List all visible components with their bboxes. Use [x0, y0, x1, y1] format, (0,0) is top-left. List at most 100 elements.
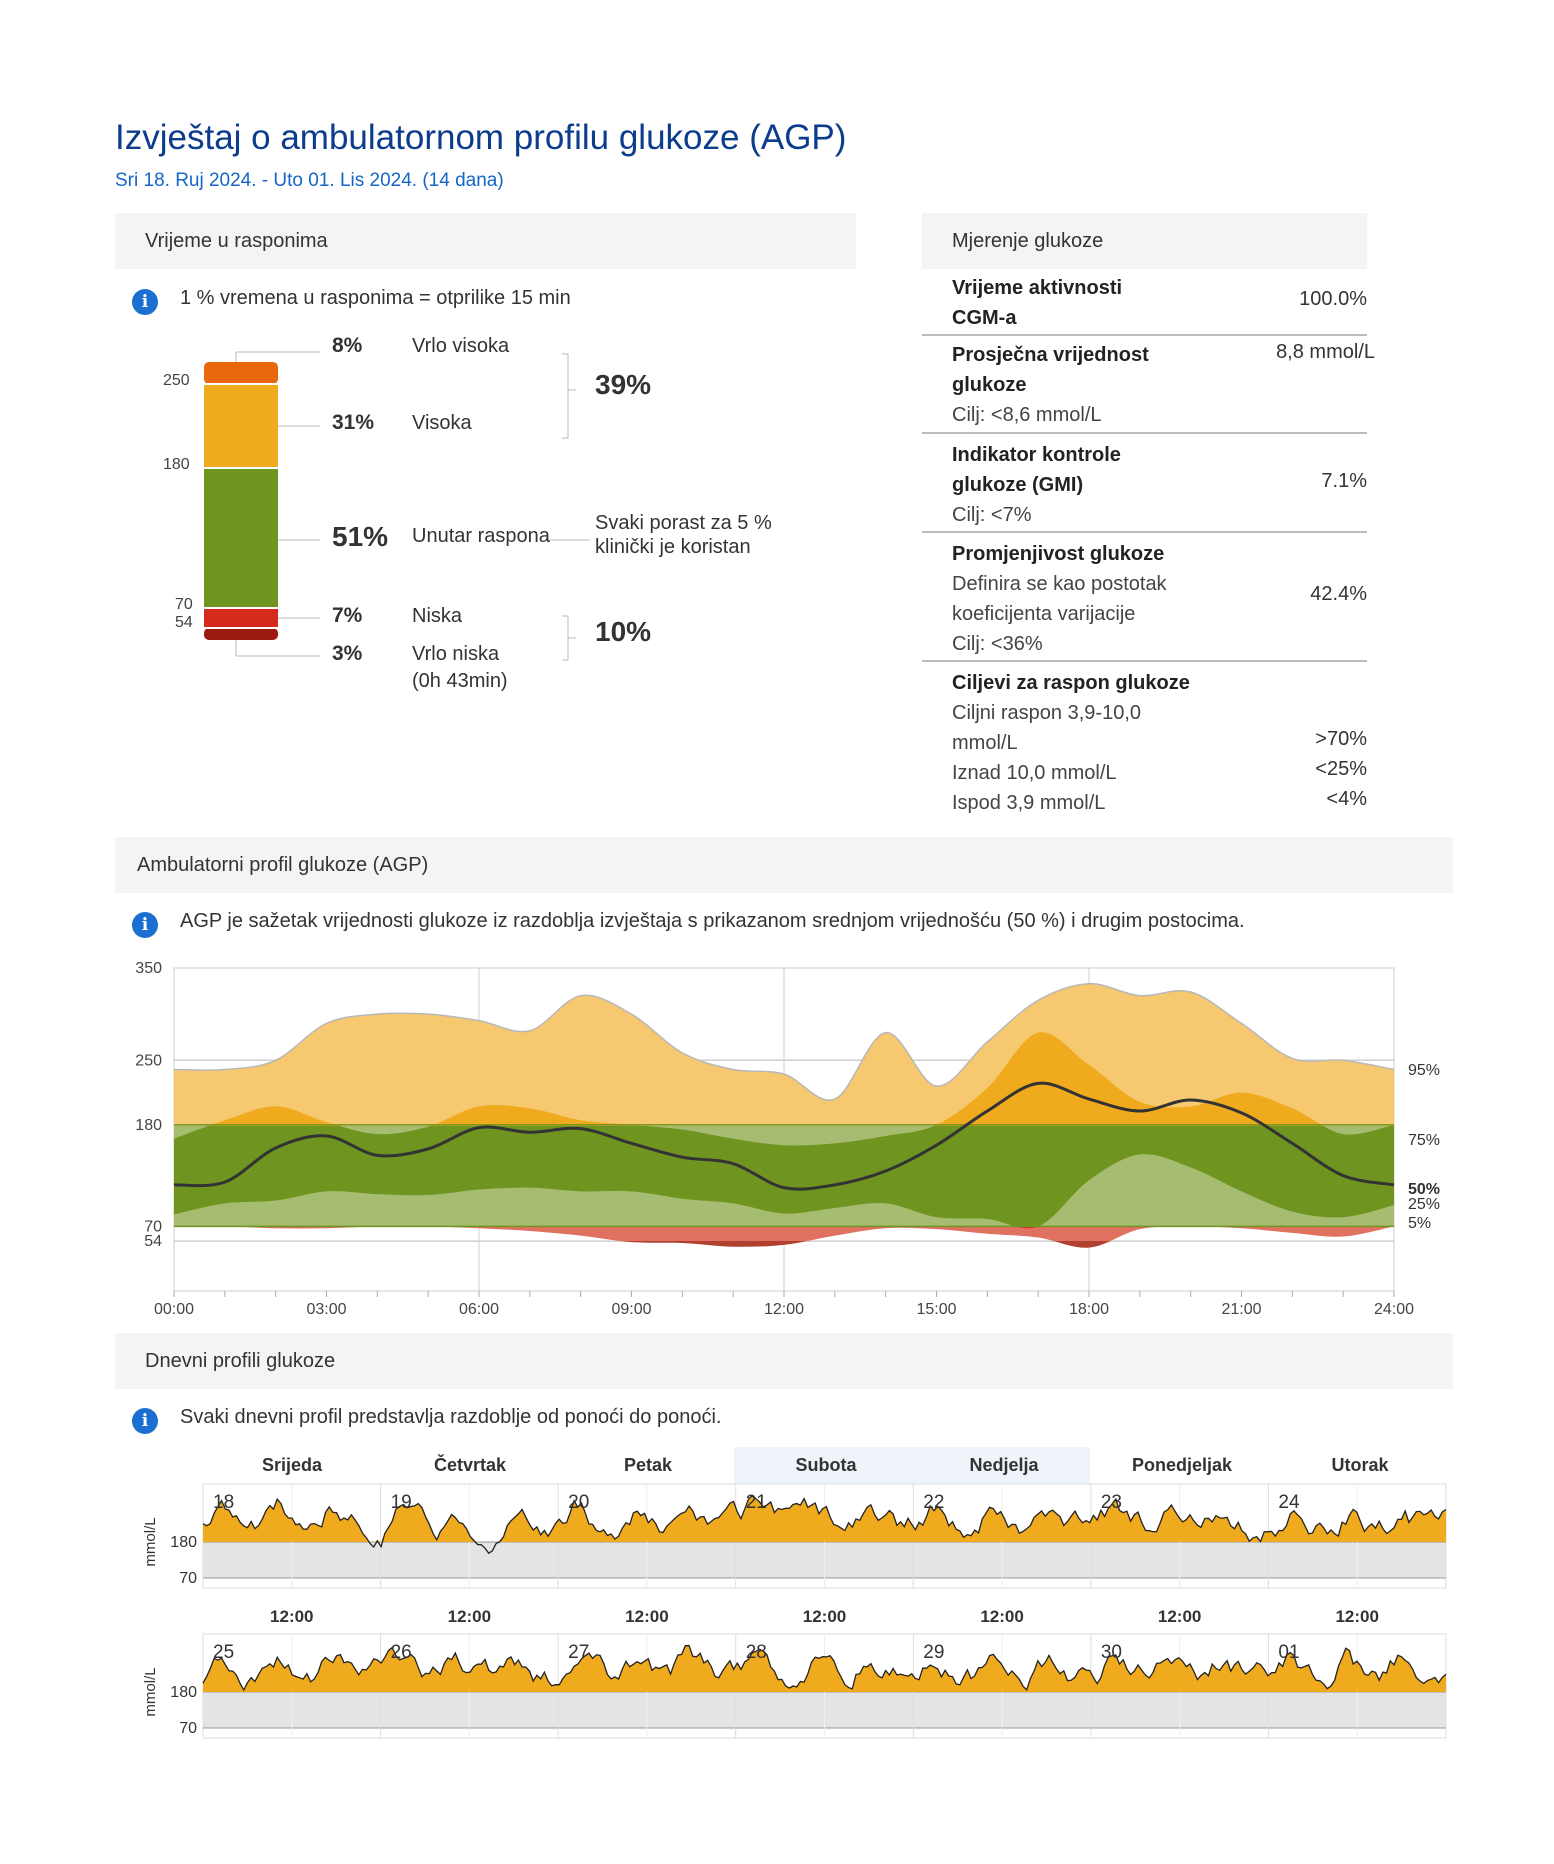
- tir-tick-250: 250: [163, 372, 190, 389]
- info-icon[interactable]: i: [132, 1408, 158, 1434]
- daily-heading: Dnevni profili glukoze: [145, 1349, 336, 1372]
- agp-median-line: [173, 1081, 1395, 1191]
- in-range-note-line1: Svaki porast za 5 %: [595, 512, 772, 534]
- daily-ytick: 70: [179, 1570, 197, 1587]
- agp-xtick-label: 18:00: [1069, 1301, 1109, 1318]
- daily-row-1: 18 19 20 21 22 23 24 180 70 mmol/L 12:00 12:00 12:00…: [142, 1483, 1447, 1626]
- agp-percentile-label: 75%: [1408, 1132, 1440, 1149]
- daily-row-2: 25 26 27 28 29 30 01 180 70 mmol/L: [142, 1633, 1447, 1739]
- low-label: Niska: [412, 605, 463, 627]
- metric-variability: Promjenjivost glukoze Definira se kao po…: [922, 533, 1367, 662]
- cgm-value: 100.0%: [1299, 288, 1367, 310]
- daily-ytick: 180: [170, 1534, 197, 1551]
- agp-info-text: AGP je sažetak vrijednosti glukoze iz ra…: [180, 910, 1245, 932]
- agp-ytick-54: 54: [144, 1233, 162, 1250]
- goal3-label: Ispod 3,9 mmol/L: [952, 792, 1106, 814]
- bar-very-high: [204, 362, 278, 384]
- daily-ytick: 70: [179, 1720, 197, 1737]
- very-low-duration: (0h 43min): [412, 670, 508, 692]
- report-title: Izvještaj o ambulatornom profilu glukoze…: [115, 118, 847, 157]
- daily-date-label: 21: [746, 1492, 767, 1513]
- agp-xtick-label: 09:00: [611, 1301, 651, 1318]
- info-icon[interactable]: i: [132, 912, 158, 938]
- agp-ytick-350: 350: [135, 960, 162, 977]
- very-high-label: Vrlo visoka: [412, 335, 510, 357]
- mean-name-line1: Prosječna vrijednost: [952, 344, 1149, 366]
- daily-date-label: 26: [391, 1642, 412, 1663]
- agp-band-25-75: [1017, 1227, 1036, 1229]
- agp-header: Ambulatorni profil glukoze (AGP): [115, 837, 1453, 893]
- weekday-label: Ponedjeljak: [1131, 1455, 1233, 1475]
- agp-ytick-250: 250: [135, 1052, 162, 1069]
- weekday-label: Srijeda: [261, 1455, 323, 1475]
- agp-band-25-75: [174, 1126, 1394, 1227]
- daily-date-label: 30: [1101, 1642, 1122, 1663]
- high-total-pct: 39%: [595, 369, 652, 400]
- cgm-name-line2: CGM-a: [952, 307, 1017, 329]
- gmi-target: Cilj: <7%: [952, 504, 1032, 526]
- daily-ylabel: mmol/L: [142, 1517, 159, 1566]
- cgm-name-line1: Vrijeme aktivnosti: [952, 277, 1123, 299]
- daily-date-label: 23: [1101, 1492, 1122, 1513]
- agp-bands: [174, 983, 1394, 1248]
- weekday-label: Utorak: [1331, 1455, 1389, 1475]
- agp-percentile-label: 25%: [1408, 1196, 1440, 1213]
- metric-gmi: Indikator kontrole glukoze (GMI) Cilj: <…: [922, 434, 1367, 533]
- gmi-name-line1: Indikator kontrole: [952, 444, 1121, 466]
- goals-name: Ciljevi za raspon glukoze: [952, 672, 1190, 694]
- metrics-table: Vrijeme aktivnosti CGM-a 100.0% Prosječn…: [922, 269, 1375, 822]
- daily-date-label: 18: [213, 1492, 234, 1513]
- weekday-label: Petak: [623, 1455, 673, 1475]
- agp-ytick-180: 180: [135, 1117, 162, 1134]
- daily-header: Dnevni profili glukoze: [115, 1333, 1453, 1389]
- time-in-ranges-header: Vrijeme u rasponima: [115, 213, 856, 269]
- daily-date-label: 28: [746, 1642, 767, 1663]
- daily-high-fill: [203, 1495, 1446, 1542]
- in-range-pct: 51%: [332, 521, 389, 552]
- glucose-metrics-heading: Mjerenje glukoze: [952, 229, 1104, 252]
- goal1-line1: Ciljni raspon 3,9-10,0: [952, 702, 1141, 724]
- daily-info-text: Svaki dnevni profil predstavlja razdoblj…: [180, 1406, 722, 1428]
- agp-percentile-label: 5%: [1408, 1215, 1431, 1232]
- time-in-ranges-heading: Vrijeme u rasponima: [145, 229, 328, 252]
- tir-tick-54: 54: [175, 614, 193, 631]
- info-icon[interactable]: i: [132, 289, 158, 315]
- tir-info-text: 1 % vremena u rasponima = otprilike 15 m…: [180, 287, 571, 309]
- daily-date-label: 25: [213, 1642, 234, 1663]
- low-pct: 7%: [332, 604, 363, 627]
- agp-percentile-label: 50%: [1408, 1181, 1440, 1198]
- daily-date-label: 19: [391, 1492, 412, 1513]
- daily-noon-label: 12:00: [625, 1607, 668, 1626]
- agp-ytick-70: 70: [144, 1218, 162, 1235]
- in-range-label: Unutar raspona: [412, 525, 550, 547]
- agp-xtick-label: 03:00: [306, 1301, 346, 1318]
- metric-mean-glucose: Prosječna vrijednost glukoze Cilj: <8,6 …: [922, 336, 1375, 434]
- metric-range-goals: Ciljevi za raspon glukoze Ciljni raspon …: [922, 662, 1367, 822]
- bar-low: [204, 608, 278, 628]
- goal1-value: >70%: [1315, 728, 1367, 750]
- daily-noon-label: 12:00: [1158, 1607, 1201, 1626]
- bar-in-range: [204, 468, 278, 608]
- daily-noon-label: 12:00: [448, 1607, 491, 1626]
- agp-lines: [173, 982, 1395, 1228]
- agp-heading: Ambulatorni profil glukoze (AGP): [137, 853, 429, 876]
- goal3-value: <4%: [1326, 788, 1367, 810]
- weekend-highlight: [734, 1447, 1090, 1487]
- agp-xtick-label: 00:00: [154, 1301, 194, 1318]
- bar-high: [204, 384, 278, 468]
- daily-date-label: 22: [923, 1492, 944, 1513]
- daily-noon-label: 12:00: [980, 1607, 1023, 1626]
- daily-noon-label: 12:00: [1335, 1607, 1378, 1626]
- goal1-line2: mmol/L: [952, 732, 1018, 754]
- gmi-value: 7.1%: [1321, 470, 1367, 492]
- goal2-value: <25%: [1315, 758, 1367, 780]
- glucose-metrics-header: Mjerenje glukoze: [922, 213, 1367, 269]
- weekday-label: Četvrtak: [433, 1455, 507, 1475]
- in-range-note-line2: klinički je koristan: [595, 536, 751, 558]
- cv-name: Promjenjivost glukoze: [952, 543, 1165, 565]
- daily-ytick: 180: [170, 1684, 197, 1701]
- very-high-pct: 8%: [332, 334, 363, 357]
- weekday-header-row: Srijeda Četvrtak Petak Subota Nedjelja Ponedj…: [203, 1455, 1449, 1485]
